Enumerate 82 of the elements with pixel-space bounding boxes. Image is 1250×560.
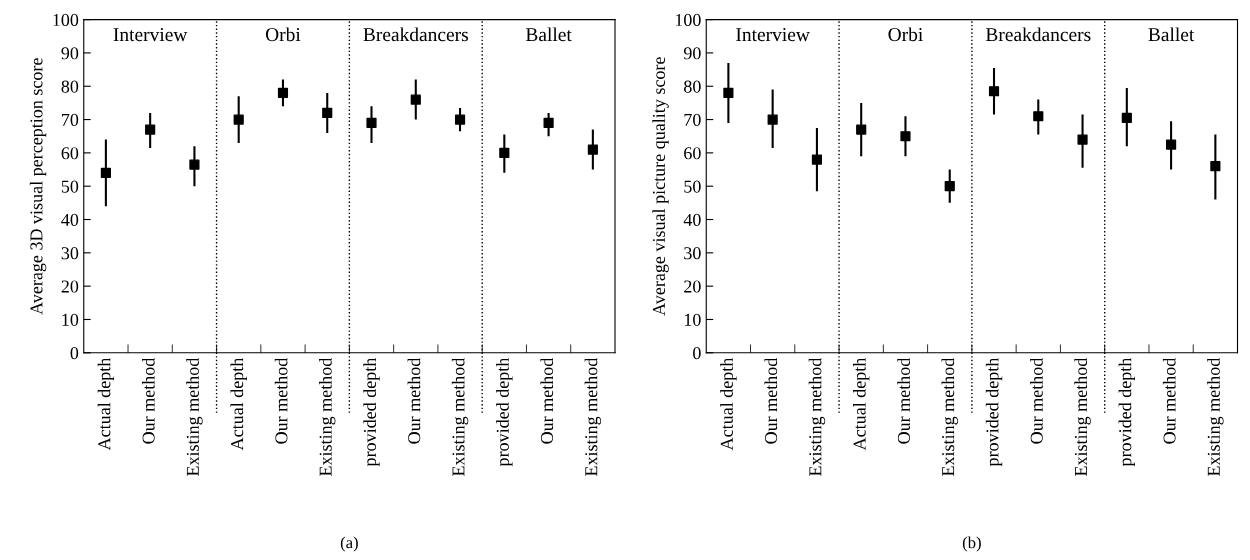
y-tick-label: 80 — [684, 80, 701, 93]
x-tick-label: Actual depth — [853, 357, 870, 451]
y-tick-label: 100 — [53, 13, 79, 27]
x-tick-label: Actual depth — [97, 357, 115, 451]
point — [410, 94, 421, 105]
x-tick-label: Our method — [407, 357, 421, 444]
y-axis-title: Average 3D visual perception score — [29, 58, 47, 315]
y-tick-label: 10 — [684, 313, 701, 326]
y-tick-label: 30 — [684, 247, 701, 260]
y-tick-label: 0 — [70, 347, 79, 360]
x-tick-label: provided depth — [496, 357, 513, 467]
point — [1121, 112, 1132, 123]
y-tick-label: 40 — [683, 213, 701, 226]
point — [587, 144, 598, 155]
x-tick-label: Existing method — [941, 357, 958, 476]
x-tick-label: provided depth — [1118, 357, 1136, 467]
y-tick-label: 100 — [675, 13, 701, 27]
annotation: Ballet — [1148, 27, 1195, 42]
point — [499, 147, 510, 158]
annotation: Interview — [113, 28, 188, 42]
point — [277, 87, 289, 98]
x-tick-label: Actual depth — [720, 357, 737, 451]
point — [1166, 139, 1177, 150]
point — [454, 114, 466, 125]
x-tick-label: Our method — [897, 357, 910, 444]
point — [1210, 161, 1221, 172]
x-tick-label: Our method — [764, 357, 778, 444]
x-tick-label: Our method — [1030, 357, 1043, 444]
y-tick-label: 70 — [684, 113, 701, 126]
point — [1033, 111, 1044, 122]
y-tick-label: 80 — [61, 80, 79, 93]
y-tick-label: 60 — [684, 147, 701, 160]
annotation: Breakdancers — [363, 27, 468, 42]
point — [811, 154, 823, 165]
x-tick-label: Existing method — [1207, 357, 1224, 476]
x-tick-label: Existing method — [186, 357, 203, 476]
point — [767, 114, 778, 125]
y-tick-label: 20 — [684, 280, 701, 293]
y-tick-label: 10 — [62, 313, 79, 326]
point — [366, 117, 377, 128]
point — [856, 124, 867, 135]
text: (a) — [340, 536, 358, 552]
x-tick-label: Existing method — [319, 357, 336, 476]
point — [100, 167, 111, 178]
x-tick-label: Existing method — [1074, 357, 1091, 476]
x-tick-label: Actual depth — [230, 357, 247, 451]
y-tick-label: 50 — [684, 180, 701, 193]
y-tick-label: 60 — [61, 147, 79, 160]
annotation: Orbi — [888, 27, 923, 42]
x-tick-label: Existing method — [584, 357, 602, 476]
y-tick-label: 90 — [61, 47, 79, 60]
annotation: Breakdancers — [985, 27, 1091, 42]
y-tick-label: 0 — [693, 347, 701, 360]
point — [233, 114, 244, 125]
y-tick-label: 50 — [61, 180, 79, 193]
point — [944, 181, 955, 192]
annotation: Interview — [736, 28, 810, 42]
x-tick-label: Our method — [274, 357, 288, 444]
x-tick-label: Our method — [141, 357, 155, 444]
annotation: Ballet — [525, 27, 572, 42]
x-tick-label: Existing method — [808, 357, 826, 476]
point — [723, 87, 734, 98]
point — [988, 86, 1000, 97]
x-tick-label: Our method — [1162, 357, 1176, 444]
x-tick-label: Our method — [540, 357, 554, 444]
point — [900, 131, 911, 142]
point — [145, 124, 156, 135]
y-tick-label: 30 — [61, 247, 79, 260]
x-tick-label: provided depth — [363, 357, 380, 467]
y-tick-label: 40 — [61, 213, 79, 226]
y-tick-label: 90 — [683, 47, 701, 60]
y-tick-label: 20 — [61, 280, 79, 293]
point — [1077, 134, 1088, 145]
x-tick-label: Existing method — [451, 357, 469, 476]
x-tick-label: provided depth — [985, 357, 1003, 467]
y-axis-title: Average visual picture quality score — [652, 57, 669, 316]
annotation: Orbi — [265, 27, 301, 42]
point — [322, 107, 333, 118]
point — [543, 117, 554, 128]
text: (b) — [962, 536, 981, 552]
point — [189, 159, 200, 170]
y-tick-label: 70 — [62, 113, 79, 126]
